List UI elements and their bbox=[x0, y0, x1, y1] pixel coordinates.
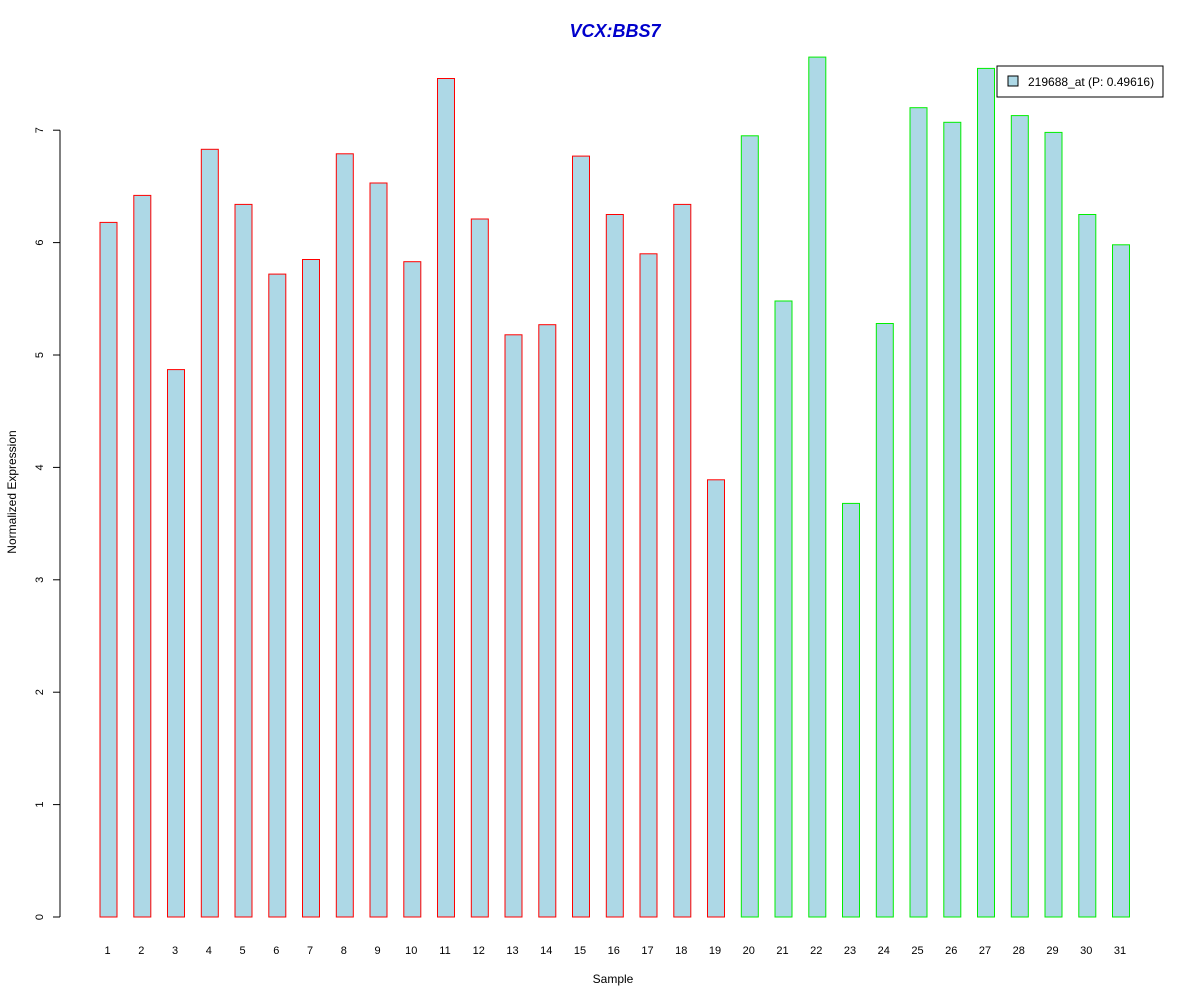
bar-sample-6 bbox=[268, 273, 287, 918]
y-tick-label: 5 bbox=[34, 352, 46, 358]
y-tick-label: 6 bbox=[34, 240, 46, 246]
x-tick-label: 27 bbox=[979, 945, 991, 957]
x-tick-label: 9 bbox=[374, 945, 380, 957]
bar-sample-27 bbox=[977, 67, 995, 918]
x-tick-label: 30 bbox=[1080, 945, 1092, 957]
bar-sample-28 bbox=[1010, 115, 1029, 918]
bar-sample-11 bbox=[437, 78, 455, 918]
x-tick-label: 22 bbox=[810, 945, 822, 957]
bar-sample-3 bbox=[167, 369, 185, 918]
x-tick-label: 26 bbox=[945, 945, 957, 957]
bar-sample-4 bbox=[200, 148, 219, 918]
x-tick-label: 21 bbox=[776, 945, 788, 957]
x-tick-label: 12 bbox=[473, 945, 485, 957]
x-tick-label: 29 bbox=[1046, 945, 1058, 957]
chart-title: VCX:BBS7 bbox=[569, 21, 661, 41]
bar-sample-21 bbox=[774, 300, 793, 918]
y-tick-label: 4 bbox=[34, 464, 46, 470]
x-tick-label: 13 bbox=[506, 945, 518, 957]
y-tick-label: 0 bbox=[34, 914, 46, 920]
bar-sample-16 bbox=[605, 214, 624, 918]
x-tick-label: 14 bbox=[540, 945, 552, 957]
bar-sample-31 bbox=[1112, 244, 1130, 918]
legend-label: 219688_at (P: 0.49616) bbox=[1028, 75, 1154, 89]
bar-sample-2 bbox=[133, 194, 152, 918]
bar-sample-9 bbox=[369, 182, 388, 918]
bar-sample-14 bbox=[538, 324, 557, 918]
x-tick-label: 7 bbox=[307, 945, 313, 957]
x-tick-label: 19 bbox=[709, 945, 721, 957]
bar-sample-23 bbox=[842, 502, 860, 918]
bar-sample-17 bbox=[639, 253, 658, 918]
bar-sample-13 bbox=[504, 334, 523, 918]
x-tick-label: 15 bbox=[574, 945, 586, 957]
bar-sample-5 bbox=[234, 203, 253, 918]
bar-sample-7 bbox=[302, 259, 320, 918]
x-tick-label: 17 bbox=[641, 945, 653, 957]
bar-sample-18 bbox=[673, 203, 692, 918]
bar-sample-24 bbox=[875, 323, 894, 918]
bar-sample-8 bbox=[335, 153, 354, 918]
bar-sample-30 bbox=[1078, 214, 1097, 918]
x-tick-label: 16 bbox=[608, 945, 620, 957]
x-tick-label: 4 bbox=[206, 945, 212, 957]
x-tick-label: 31 bbox=[1114, 945, 1126, 957]
x-tick-label: 20 bbox=[743, 945, 755, 957]
y-tick-label: 7 bbox=[34, 127, 46, 133]
x-tick-label: 11 bbox=[439, 945, 450, 957]
bar-sample-22 bbox=[808, 56, 827, 918]
bar-sample-10 bbox=[403, 261, 422, 918]
x-axis-ticks: 1 2 3 4 5 6 7 8 9 10 11 12 13 14 15 16 17 18 19 20 21 22 23 24 2… bbox=[104, 945, 1126, 957]
legend: 219688_at (P: 0.49616) bbox=[996, 65, 1164, 98]
x-tick-label: 23 bbox=[844, 945, 856, 957]
bar-sample-29 bbox=[1044, 131, 1063, 918]
x-tick-label: 10 bbox=[405, 945, 417, 957]
bars bbox=[99, 56, 1130, 918]
bar-sample-26 bbox=[943, 121, 962, 918]
y-tick-label: 3 bbox=[34, 577, 46, 583]
bar-sample-20 bbox=[740, 135, 759, 918]
x-tick-label: 8 bbox=[341, 945, 347, 957]
y-tick-label: 2 bbox=[34, 689, 46, 695]
x-tick-label: 28 bbox=[1013, 945, 1025, 957]
x-tick-label: 18 bbox=[675, 945, 687, 957]
x-tick-label: 6 bbox=[273, 945, 279, 957]
x-tick-label: 24 bbox=[878, 945, 890, 957]
bar-sample-1 bbox=[99, 221, 118, 918]
x-tick-label: 3 bbox=[172, 945, 178, 957]
bar-sample-25 bbox=[909, 107, 928, 918]
legend-box bbox=[996, 65, 1164, 98]
x-tick-label: 5 bbox=[239, 945, 245, 957]
x-axis-label: Sample bbox=[593, 972, 634, 986]
y-axis-label: Normalized Expression bbox=[5, 430, 19, 553]
y-tick-label: 1 bbox=[34, 802, 46, 808]
bar-sample-19 bbox=[707, 479, 725, 918]
x-tick-label: 1 bbox=[104, 945, 110, 957]
bar-sample-12 bbox=[470, 218, 489, 918]
x-tick-label: 25 bbox=[911, 945, 923, 957]
y-axis: 0 1 2 3 4 5 6 7 bbox=[34, 127, 61, 920]
bar-sample-15 bbox=[572, 155, 590, 918]
legend-swatch bbox=[1007, 75, 1019, 87]
x-tick-label: 2 bbox=[138, 945, 144, 957]
